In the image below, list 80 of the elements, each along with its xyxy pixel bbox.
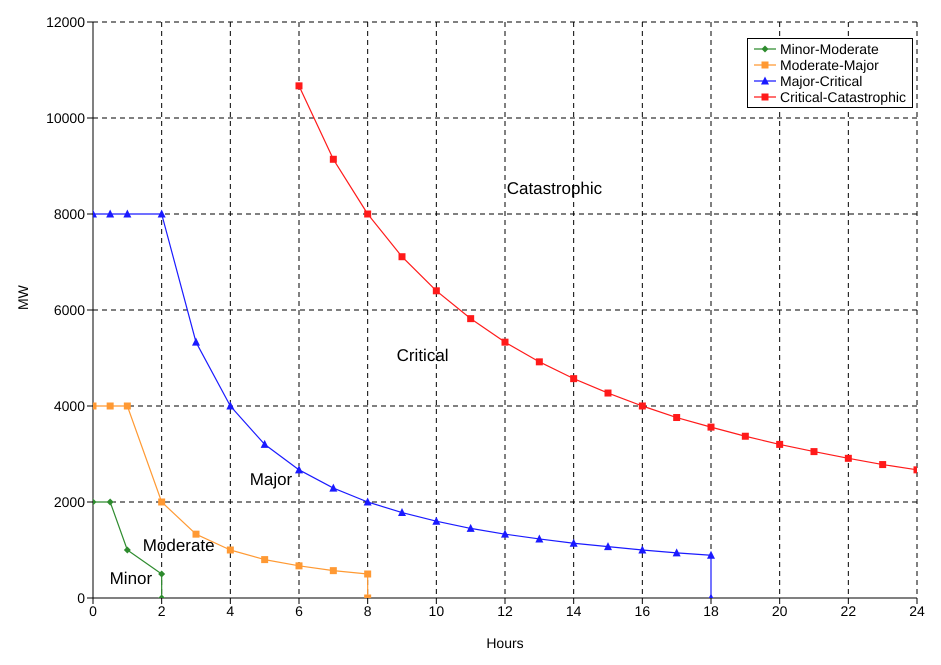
annotation: Minor [110,568,152,589]
point [776,440,784,448]
point [432,516,440,525]
point [536,358,543,366]
point [604,542,612,550]
point [296,82,302,90]
point [330,156,337,163]
point [106,402,114,410]
x-tick-label: 18 [703,602,719,619]
point [398,508,406,516]
annotation: Critical [396,346,449,366]
y-axis-title: MW [14,284,31,310]
annotation: Moderate [142,536,215,556]
point [192,338,200,346]
x-tick-label: 0 [89,602,98,619]
x-tick-label: 22 [840,602,856,619]
legend-label: Moderate-Major [780,57,879,73]
point [742,432,749,440]
legend-label: Major-Critical [780,73,862,89]
point [535,534,544,542]
y-tick-label: 10000 [46,110,86,126]
point [124,402,131,410]
point [261,556,268,564]
x-tick-label: 20 [772,602,788,619]
point [260,440,269,448]
legend-label: Critical-Catastrophic [780,89,906,105]
point [123,210,132,218]
y-tick-label: 8000 [54,206,86,222]
point [844,454,852,462]
annotation: Major [250,470,292,490]
point [364,570,372,578]
x-tick-label: 2 [158,602,166,619]
point [329,484,338,492]
point [192,530,200,538]
point [106,498,114,506]
point [295,465,303,474]
point [106,210,114,218]
x-tick-label: 4 [226,602,234,619]
annotation: Catastrophic [506,179,602,200]
x-tick-label: 24 [909,602,925,619]
point [672,548,681,556]
point [604,390,612,397]
point [638,402,646,410]
point [810,448,818,456]
point [501,530,509,538]
point [158,498,166,506]
y-tick-label: 2000 [54,494,86,510]
y-tick-label: 4000 [54,398,86,414]
point [570,375,578,382]
point [226,402,234,410]
point [638,546,646,554]
point [502,338,508,346]
point [879,461,886,468]
point [467,315,474,322]
point [124,546,131,554]
point [296,562,302,570]
y-tick-label: 12000 [46,14,86,30]
point [432,287,440,294]
point [364,498,372,506]
y-tick-label: 6000 [54,302,86,318]
point [673,414,680,422]
point [570,538,578,547]
x-axis-title: Hours [486,635,524,651]
point [466,524,475,532]
point [158,570,166,578]
x-tick-label: 16 [634,602,650,619]
x-tick-label: 8 [364,602,372,619]
x-tick-label: 6 [295,602,304,619]
legend-label: Minor-Moderate [780,41,879,57]
point [707,550,715,559]
point [708,424,714,431]
y-tick-label: 0 [77,590,86,606]
x-tick-label: 12 [497,602,513,619]
point [364,210,372,218]
x-tick-label: 10 [428,602,444,619]
point [398,253,406,260]
point [330,567,337,574]
x-tick-label: 14 [566,602,582,619]
point [226,546,234,554]
point [158,210,166,218]
